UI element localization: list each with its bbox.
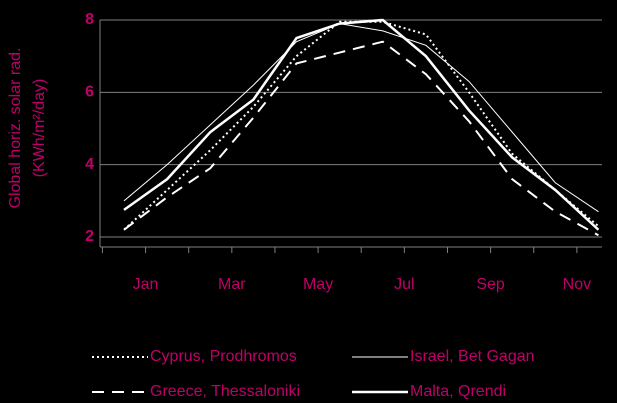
x-tick-label: May xyxy=(303,276,333,293)
series-line xyxy=(123,18,600,231)
legend-label: Cyprus, Prodhromos xyxy=(150,348,297,365)
y-tick-label: 6 xyxy=(85,84,94,101)
x-tick-label: Jul xyxy=(394,276,414,293)
series-line xyxy=(123,23,599,213)
y-tick-label: 8 xyxy=(85,11,94,28)
x-tick-label: Sep xyxy=(476,276,505,293)
y-axis-label: Global horiz. solar rad. xyxy=(7,48,24,209)
series-line xyxy=(123,20,600,231)
legend-label: Greece, Thessaloniki xyxy=(150,383,300,400)
x-tick-label: Jan xyxy=(133,276,159,293)
legend-label: Malta, Qrendi xyxy=(410,383,506,400)
x-tick-label: Mar xyxy=(218,276,246,293)
series-line xyxy=(123,40,599,237)
y-tick-label: 2 xyxy=(85,228,94,245)
y-axis-label: (KWh/m²/day) xyxy=(31,79,48,178)
x-tick-label: Nov xyxy=(563,276,591,293)
y-tick-label: 4 xyxy=(85,156,94,173)
legend-label: Israel, Bet Gagan xyxy=(410,348,535,365)
